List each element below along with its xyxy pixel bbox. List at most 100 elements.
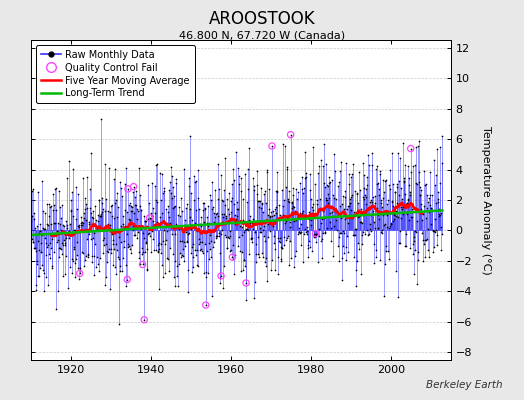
Point: [250, 182, 258, 189]
Point: [258, 200, 266, 207]
Point: [47, 244, 56, 251]
Point: [404, 196, 412, 202]
Point: [268, 223, 277, 229]
Point: [278, 186, 286, 193]
Point: [46, 240, 54, 246]
Point: [56, 245, 64, 251]
Point: [319, 215, 328, 221]
Point: [97, 211, 105, 218]
Point: [274, 270, 282, 277]
Point: [246, 218, 254, 225]
Point: [58, 250, 66, 257]
Point: [115, 256, 123, 263]
Point: [436, 180, 444, 186]
Point: [284, 198, 292, 204]
Point: [378, 230, 387, 237]
Point: [216, 231, 225, 237]
Point: [388, 199, 396, 206]
Point: [128, 204, 136, 210]
Point: [357, 206, 365, 212]
Point: [29, 210, 38, 216]
Point: [406, 192, 414, 198]
Point: [342, 233, 351, 240]
Point: [305, 244, 314, 250]
Point: [279, 242, 288, 248]
Point: [54, 220, 62, 226]
Point: [36, 220, 45, 227]
Point: [112, 271, 120, 277]
Point: [116, 179, 124, 186]
Point: [218, 227, 226, 233]
Point: [329, 212, 337, 219]
Point: [237, 175, 246, 181]
Point: [409, 251, 417, 257]
Point: [51, 185, 60, 192]
Point: [55, 254, 63, 260]
Point: [172, 180, 180, 186]
Point: [199, 200, 207, 206]
Point: [145, 230, 153, 236]
Point: [52, 306, 60, 313]
Point: [37, 249, 45, 255]
Point: [36, 228, 44, 234]
Point: [114, 228, 123, 235]
Point: [385, 225, 394, 231]
Point: [348, 215, 356, 222]
Point: [283, 196, 292, 202]
Point: [107, 250, 115, 256]
Point: [102, 226, 111, 232]
Point: [187, 226, 195, 232]
Point: [277, 245, 286, 252]
Point: [135, 254, 144, 261]
Point: [283, 164, 291, 170]
Point: [243, 220, 251, 227]
Point: [219, 214, 227, 220]
Point: [335, 230, 344, 236]
Point: [399, 204, 408, 210]
Point: [416, 184, 424, 190]
Point: [304, 244, 312, 251]
Point: [145, 215, 154, 221]
Point: [349, 160, 357, 167]
Point: [429, 228, 437, 234]
Point: [361, 230, 369, 237]
Point: [262, 200, 270, 207]
Point: [325, 174, 333, 180]
Point: [40, 270, 48, 276]
Point: [184, 266, 193, 273]
Point: [75, 222, 83, 228]
Point: [103, 248, 112, 254]
Point: [171, 231, 179, 238]
Point: [206, 232, 214, 239]
Point: [111, 200, 119, 207]
Point: [255, 204, 263, 210]
Point: [391, 212, 400, 219]
Point: [140, 316, 148, 323]
Point: [127, 250, 135, 256]
Point: [194, 166, 202, 173]
Point: [310, 233, 319, 239]
Point: [37, 240, 45, 246]
Point: [337, 277, 346, 283]
Point: [105, 165, 114, 172]
Point: [181, 222, 189, 228]
Point: [242, 297, 250, 304]
Point: [420, 240, 428, 247]
Point: [331, 216, 340, 223]
Point: [271, 206, 279, 212]
Point: [200, 200, 209, 206]
Point: [301, 149, 309, 155]
Point: [181, 243, 189, 249]
Point: [287, 255, 296, 261]
Point: [129, 222, 137, 229]
Point: [172, 221, 180, 228]
Point: [227, 198, 235, 204]
Point: [196, 247, 204, 253]
Point: [344, 171, 353, 178]
Point: [333, 208, 341, 214]
Point: [69, 258, 78, 264]
Point: [272, 189, 281, 195]
Point: [103, 208, 112, 214]
Point: [52, 228, 61, 234]
Point: [223, 245, 232, 251]
